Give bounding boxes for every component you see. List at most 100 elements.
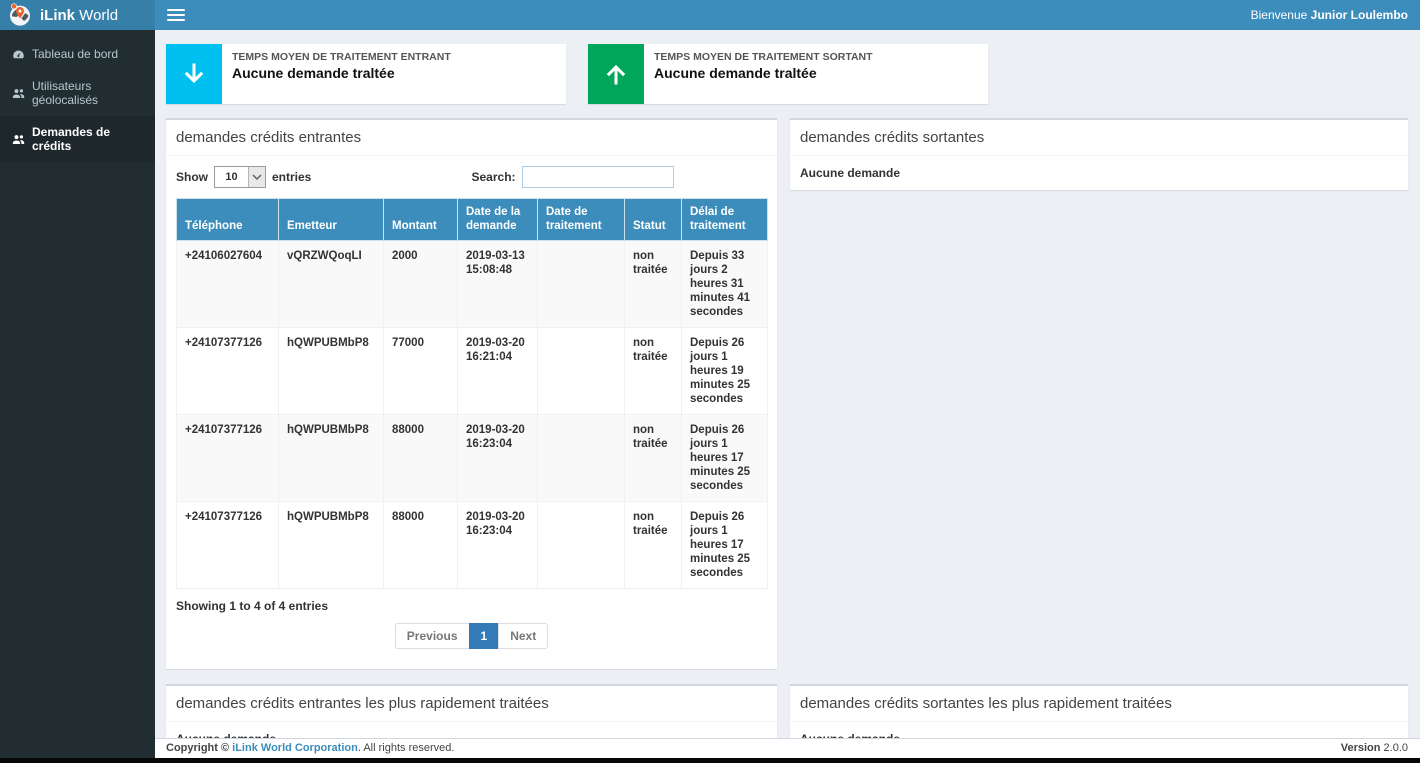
cell-telephone: +24107377126: [176, 413, 279, 502]
copyright-prefix: Copyright ©: [166, 742, 233, 754]
welcome-user-name: Junior Loulembo: [1310, 8, 1408, 22]
cell-date-demande: 2019-03-20 16:23:04: [457, 413, 538, 502]
stat-value: Aucune demande traltée: [232, 65, 395, 81]
page-1-button[interactable]: 1: [468, 623, 500, 650]
entries-label: entries: [272, 170, 312, 184]
cell-statut: non traitée: [624, 239, 682, 328]
cell-date-demande: 2019-03-20 16:21:04: [457, 326, 538, 415]
panel-entrantes-rapidement-traitees: demandes crédits entrantes les plus rapi…: [166, 684, 777, 738]
demandes-entrantes-table: Téléphone Emetteur Montant Date de la de…: [176, 198, 768, 590]
page-length-control: Show 10 entries: [176, 166, 472, 188]
next-page-button[interactable]: Next: [498, 623, 549, 650]
panel-title: demandes crédits entrantes: [176, 129, 362, 146]
column-header-delai-traitement[interactable]: Délai de traitement: [681, 198, 768, 241]
sidebar-item-tableau-de-bord[interactable]: Tableau de bord: [0, 38, 155, 70]
panel-title: demandes crédits sortantes: [800, 129, 985, 146]
cell-statut: non traitée: [624, 326, 682, 415]
welcome-prefix: Bienvenue: [1250, 8, 1311, 22]
sidebar: Tableau de bord Utilisateurs géolocalisé…: [0, 30, 155, 758]
cell-emetteur: hQWPUBMbP8: [278, 326, 384, 415]
panel-demandes-credits-entrantes: demandes crédits entrantes Show 10: [166, 118, 777, 670]
sidebar-item-utilisateurs-geolocalises[interactable]: Utilisateurs géolocalisés: [0, 70, 155, 116]
top-navbar: iLink World Bienvenue Junior Loulembo: [0, 0, 1420, 30]
main-content: TEMPS MOYEN DE TRAITEMENT ENTRANT Aucune…: [155, 30, 1420, 738]
cell-date-demande: 2019-03-13 15:08:48: [457, 239, 538, 328]
search-input[interactable]: [521, 166, 674, 188]
pagination: Previous 1 Next: [176, 623, 767, 659]
column-header-date-demande[interactable]: Date de la demande: [457, 198, 538, 241]
welcome-message: Bienvenue Junior Loulembo: [1251, 8, 1408, 22]
cell-delai: Depuis 33 jours 2 heures 31 minutes 41 s…: [681, 239, 768, 328]
table-header-row: Téléphone Emetteur Montant Date de la de…: [176, 198, 768, 241]
empty-state-text: Aucune demande: [800, 732, 1398, 738]
stat-value: Aucune demande traltée: [654, 65, 817, 81]
column-header-emetteur[interactable]: Emetteur: [278, 198, 384, 241]
stat-card-temps-moyen-sortant: TEMPS MOYEN DE TRAITEMENT SORTANT Aucune…: [588, 44, 988, 104]
version-label: Version: [1340, 742, 1381, 754]
sidebar-item-demandes-de-credits[interactable]: Demandes de crédits: [0, 116, 155, 162]
company-link[interactable]: iLink World Corporation: [232, 742, 358, 754]
cell-date-traitement: [537, 500, 625, 590]
cell-date-traitement: [537, 413, 625, 502]
empty-state-text: Aucune demande: [800, 166, 901, 180]
cell-date-demande: 2019-03-20 16:23:04: [457, 500, 538, 590]
panel-header: demandes crédits entrantes les plus rapi…: [166, 686, 777, 723]
brand-title: iLink World: [40, 7, 118, 24]
brand-logo-area[interactable]: iLink World: [0, 0, 155, 30]
sidebar-item-label: Demandes de crédits: [32, 125, 111, 153]
table-info-text: Showing 1 to 4 of 4 entries: [176, 599, 329, 614]
search-label: Search:: [471, 170, 516, 184]
stat-title: TEMPS MOYEN DE TRAITEMENT SORTANT: [654, 51, 873, 63]
users-icon: [12, 133, 25, 146]
copyright-text: Copyright © iLink World Corporation. All…: [166, 742, 454, 754]
sidebar-item-label: Tableau de bord: [32, 47, 119, 61]
panel-header: demandes crédits sortantes les plus rapi…: [790, 686, 1408, 723]
cell-delai: Depuis 26 jours 1 heures 17 minutes 25 s…: [681, 500, 768, 590]
stat-title: TEMPS MOYEN DE TRAITEMENT ENTRANT: [232, 51, 451, 63]
page-length-select[interactable]: 10: [214, 166, 266, 188]
search-control: Search:: [472, 166, 768, 188]
cell-delai: Depuis 26 jours 1 heures 17 minutes 25 s…: [681, 413, 768, 502]
cell-emetteur: hQWPUBMbP8: [278, 413, 384, 502]
cell-montant: 88000: [383, 500, 458, 590]
chevron-down-icon: [248, 167, 265, 187]
cell-telephone: +24107377126: [176, 326, 279, 415]
version-number: 2.0.0: [1380, 742, 1408, 754]
previous-page-button[interactable]: Previous: [394, 623, 470, 650]
cell-date-traitement: [537, 326, 625, 415]
version-text: Version 2.0.0: [1341, 742, 1408, 754]
users-icon: [12, 87, 25, 100]
cell-telephone: +24107377126: [176, 500, 279, 590]
cell-montant: 2000: [383, 239, 458, 328]
brand-title-rest: World: [75, 6, 119, 24]
show-label: Show: [176, 170, 208, 184]
cell-telephone: +24106027604: [176, 239, 279, 328]
panel-title: demandes crédits sortantes les plus rapi…: [800, 695, 1172, 713]
cell-emetteur: hQWPUBMbP8: [278, 500, 384, 590]
column-header-telephone[interactable]: Téléphone: [176, 198, 279, 241]
stat-card-temps-moyen-entrant: TEMPS MOYEN DE TRAITEMENT ENTRANT Aucune…: [166, 44, 566, 104]
panel-title: demandes crédits entrantes les plus rapi…: [176, 695, 549, 713]
empty-state-text: Aucune demande: [176, 732, 767, 738]
panel-header: demandes crédits entrantes: [166, 120, 777, 156]
cell-emetteur: vQRZWQoqLI: [278, 239, 384, 328]
arrow-up-icon: [588, 44, 644, 104]
hamburger-menu-icon[interactable]: [167, 9, 185, 21]
ilink-globe-logo-icon: [8, 3, 32, 27]
dashboard-icon: [12, 48, 25, 61]
page-length-value: 10: [225, 171, 238, 183]
column-header-date-traitement[interactable]: Date de traitement: [537, 198, 625, 241]
rights-text: . All rights reserved.: [357, 742, 455, 754]
table-row: +24107377126 hQWPUBMbP8 77000 2019-03-20…: [176, 326, 768, 415]
column-header-statut[interactable]: Statut: [624, 198, 682, 241]
navbar: Bienvenue Junior Loulembo: [155, 0, 1420, 30]
arrow-down-icon: [166, 44, 222, 104]
panel-sortantes-rapidement-traitees: demandes crédits sortantes les plus rapi…: [790, 684, 1408, 738]
cell-statut: non traitée: [624, 413, 682, 502]
cell-date-traitement: [537, 239, 625, 328]
column-header-montant[interactable]: Montant: [383, 198, 458, 241]
table-row: +24107377126 hQWPUBMbP8 88000 2019-03-20…: [176, 413, 768, 502]
table-row: +24107377126 hQWPUBMbP8 88000 2019-03-20…: [176, 500, 768, 590]
window-bottom-edge: [0, 758, 1420, 763]
